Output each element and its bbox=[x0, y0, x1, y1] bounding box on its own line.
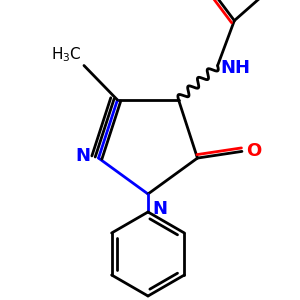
Text: NH: NH bbox=[220, 58, 250, 76]
Text: N: N bbox=[76, 147, 91, 165]
Text: H$_3$C: H$_3$C bbox=[51, 45, 82, 64]
Text: O: O bbox=[246, 142, 261, 160]
Text: N: N bbox=[152, 200, 167, 218]
